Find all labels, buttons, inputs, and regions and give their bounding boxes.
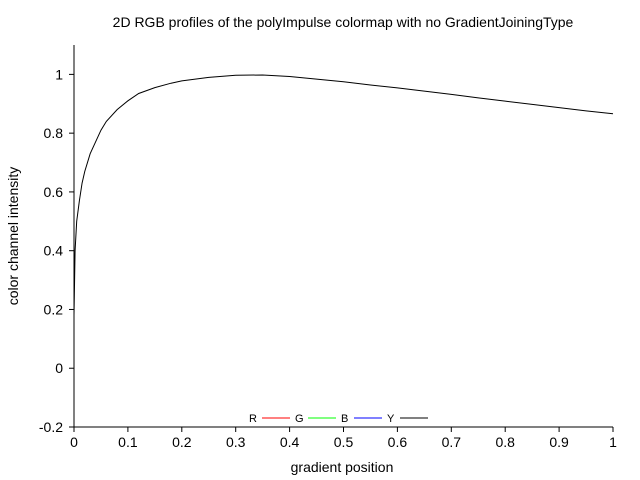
x-tick-label: 0.9: [549, 434, 569, 450]
legend-label-y: Y: [387, 413, 395, 425]
x-tick-label: 0.3: [226, 434, 246, 450]
series-line-y: [73, 74, 614, 316]
x-tick-label: 0: [70, 434, 78, 450]
x-tick-label: 0.6: [388, 434, 408, 450]
x-tick-label: 0.4: [280, 434, 300, 450]
x-tick-label: 0.2: [172, 434, 192, 450]
y-tick-label: 0.6: [44, 184, 64, 200]
x-tick-label: 0.7: [442, 434, 462, 450]
chart-title: 2D RGB profiles of the polyImpulse color…: [113, 14, 574, 30]
y-tick-label: 0.2: [44, 301, 64, 317]
y-tick-label: 0.4: [44, 243, 64, 259]
legend-label-g: G: [295, 413, 304, 425]
legend-label-b: B: [341, 413, 348, 425]
x-tick-label: 0.8: [495, 434, 515, 450]
y-tick-label: 0.8: [44, 125, 64, 141]
y-tick-label: 1: [55, 66, 63, 82]
y-axis-label: color channel intensity: [5, 167, 21, 306]
y-tick-label: 0: [55, 360, 63, 376]
x-axis-label: gradient position: [291, 459, 394, 475]
legend-label-r: R: [249, 413, 257, 425]
x-tick-label: 1: [609, 434, 617, 450]
series-lines: [73, 74, 614, 316]
plot-axes: [73, 45, 613, 428]
x-tick-label: 0.5: [334, 434, 354, 450]
x-tick-label: 0.1: [118, 434, 138, 450]
y-ticks: -0.2 0 0.2 0.4 0.6 0.8 1: [39, 66, 74, 435]
y-tick-label: -0.2: [39, 419, 63, 435]
x-ticks: 0 0.1 0.2 0.3 0.4 0.5 0.6 0.7 0.8 0.9 1: [70, 427, 617, 450]
